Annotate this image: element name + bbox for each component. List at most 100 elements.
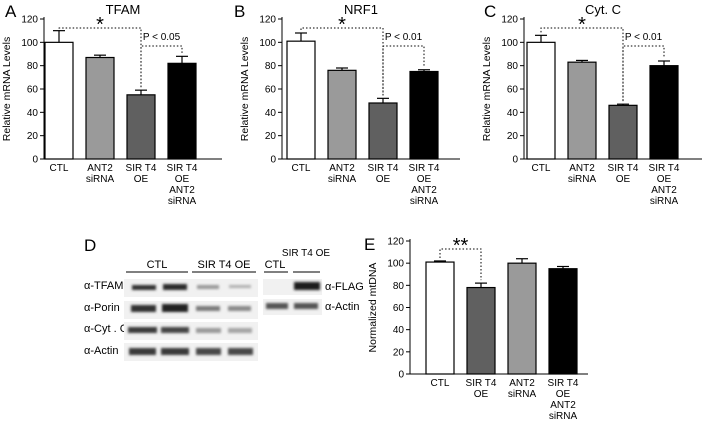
y-tick-label: 0 bbox=[32, 155, 38, 166]
x-tick-label: SIR T4 bbox=[466, 378, 497, 389]
x-tick-label: SIR T4 bbox=[649, 163, 680, 174]
significance-bracket bbox=[300, 27, 384, 96]
bar bbox=[649, 65, 679, 160]
y-tick-label: 0 bbox=[512, 155, 518, 166]
x-tick-label: CTL bbox=[431, 378, 450, 389]
x-tick-label: ANT2 bbox=[651, 185, 677, 196]
bar bbox=[167, 62, 197, 160]
panel-label-d: D bbox=[84, 236, 96, 255]
blot-group-label: SIR T4 OE bbox=[282, 248, 330, 259]
x-tick-label: SIR T4 bbox=[126, 163, 157, 174]
y-tick-label: 100 bbox=[259, 38, 276, 49]
significance-bracket bbox=[439, 248, 482, 281]
blot-strip-flag bbox=[263, 279, 322, 295]
blot-row-label: α-FLAG bbox=[325, 281, 364, 293]
bar-chart-a: 0 20 40 60 80 100 120 Relative mRNA Levels TFAM C… bbox=[1, 2, 222, 207]
x-tick-label: ANT2 bbox=[569, 163, 595, 174]
blot-group-label: CTL bbox=[265, 259, 286, 271]
significance-bracket bbox=[540, 27, 624, 102]
panel-labels: A B C D E bbox=[5, 2, 496, 255]
significance-label: P < 0.05 bbox=[143, 32, 181, 43]
y-tick-label: 100 bbox=[21, 38, 38, 49]
bar bbox=[548, 268, 578, 375]
significance-bracket bbox=[382, 45, 425, 96]
y-tick-label: 100 bbox=[501, 38, 518, 49]
charts-layer: 0 20 40 60 80 100 120 Relative mRNA Levels TFAM C… bbox=[1, 2, 702, 422]
chart-title: TFAM bbox=[106, 2, 141, 17]
panel-label-b: B bbox=[234, 2, 245, 21]
x-tick-label: siRNA bbox=[568, 174, 597, 185]
x-tick-label: siRNA bbox=[549, 411, 578, 422]
y-tick-label: 20 bbox=[393, 347, 405, 358]
x-tick-label: ANT2 bbox=[509, 378, 535, 389]
y-tick-label: 60 bbox=[27, 85, 39, 96]
x-tick-label: OE bbox=[175, 174, 190, 185]
bar bbox=[608, 104, 638, 160]
x-tick-label: siRNA bbox=[650, 196, 679, 207]
y-tick-label: 40 bbox=[27, 108, 39, 119]
x-tick-label: siRNA bbox=[410, 196, 439, 207]
bar bbox=[425, 261, 455, 375]
y-tick-label: 120 bbox=[501, 15, 518, 26]
bar bbox=[85, 56, 115, 160]
panel-label-c: C bbox=[484, 2, 496, 21]
bar bbox=[286, 40, 316, 160]
x-tick-label: siRNA bbox=[508, 389, 537, 400]
significance-label: * bbox=[578, 14, 586, 36]
x-tick-label: OE bbox=[417, 174, 432, 185]
y-axis-label: Relative mRNA Levels bbox=[1, 37, 13, 141]
blot-group-label: CTL bbox=[147, 259, 168, 271]
y-tick-label: 80 bbox=[507, 61, 519, 72]
significance-bracket bbox=[58, 27, 142, 88]
y-axis-label: Normalized mtDNA bbox=[367, 263, 379, 353]
y-tick-label: 40 bbox=[393, 325, 405, 336]
y-tick-label: 120 bbox=[387, 237, 404, 248]
significance-bracket bbox=[622, 45, 665, 102]
blot-row-label: α-TFAM bbox=[84, 280, 123, 292]
y-tick-label: 60 bbox=[507, 85, 519, 96]
x-tick-label: OE bbox=[134, 174, 149, 185]
bar bbox=[507, 262, 537, 375]
blot-row-label: α-Cyt . C bbox=[84, 323, 128, 335]
x-tick-label: CTL bbox=[292, 163, 311, 174]
bar bbox=[327, 69, 357, 160]
panel-label-e: E bbox=[364, 235, 375, 254]
bar bbox=[126, 94, 156, 160]
blot-strip-actin bbox=[124, 343, 258, 361]
x-tick-label: OE bbox=[556, 389, 571, 400]
y-tick-label: 20 bbox=[507, 131, 519, 142]
bar bbox=[409, 70, 439, 160]
y-tick-label: 40 bbox=[507, 108, 519, 119]
blot-strip-cytc bbox=[124, 322, 258, 340]
significance-label: P < 0.01 bbox=[385, 32, 423, 43]
y-tick-label: 20 bbox=[27, 131, 39, 142]
x-tick-label: siRNA bbox=[328, 174, 357, 185]
x-tick-label: SIR T4 bbox=[608, 163, 639, 174]
significance-label: ** bbox=[453, 235, 469, 257]
x-tick-label: siRNA bbox=[168, 196, 197, 207]
x-tick-label: ANT2 bbox=[329, 163, 355, 174]
bar bbox=[526, 41, 556, 160]
blot-row-label: α-Porin bbox=[84, 302, 120, 314]
y-tick-label: 40 bbox=[265, 108, 277, 119]
bar-chart-b: 0 20 40 60 80 100 120 Relative mRNA Levels NRF1 C… bbox=[239, 2, 460, 207]
chart-title: Cyt. C bbox=[585, 2, 621, 17]
y-tick-label: 120 bbox=[21, 15, 38, 26]
blot-row-label: α-Actin bbox=[325, 301, 359, 313]
x-tick-label: SIR T4 bbox=[548, 378, 579, 389]
bar-chart-c: 0 20 40 60 80 100 120 Relative mRNA Levels Cyt. … bbox=[481, 2, 702, 207]
x-tick-label: ANT2 bbox=[550, 400, 576, 411]
x-tick-label: CTL bbox=[532, 163, 551, 174]
x-tick-label: OE bbox=[474, 389, 489, 400]
bar bbox=[44, 41, 74, 160]
y-axis-label: Relative mRNA Levels bbox=[481, 37, 493, 141]
blot-strip-actin-right bbox=[263, 299, 322, 315]
x-tick-label: CTL bbox=[50, 163, 69, 174]
y-tick-label: 100 bbox=[387, 259, 404, 270]
blot-row-label: α-Actin bbox=[84, 345, 118, 357]
x-tick-label: siRNA bbox=[86, 174, 115, 185]
significance-label: * bbox=[338, 14, 346, 36]
x-tick-label: SIR T4 bbox=[368, 163, 399, 174]
significance-label: P < 0.01 bbox=[625, 32, 663, 43]
